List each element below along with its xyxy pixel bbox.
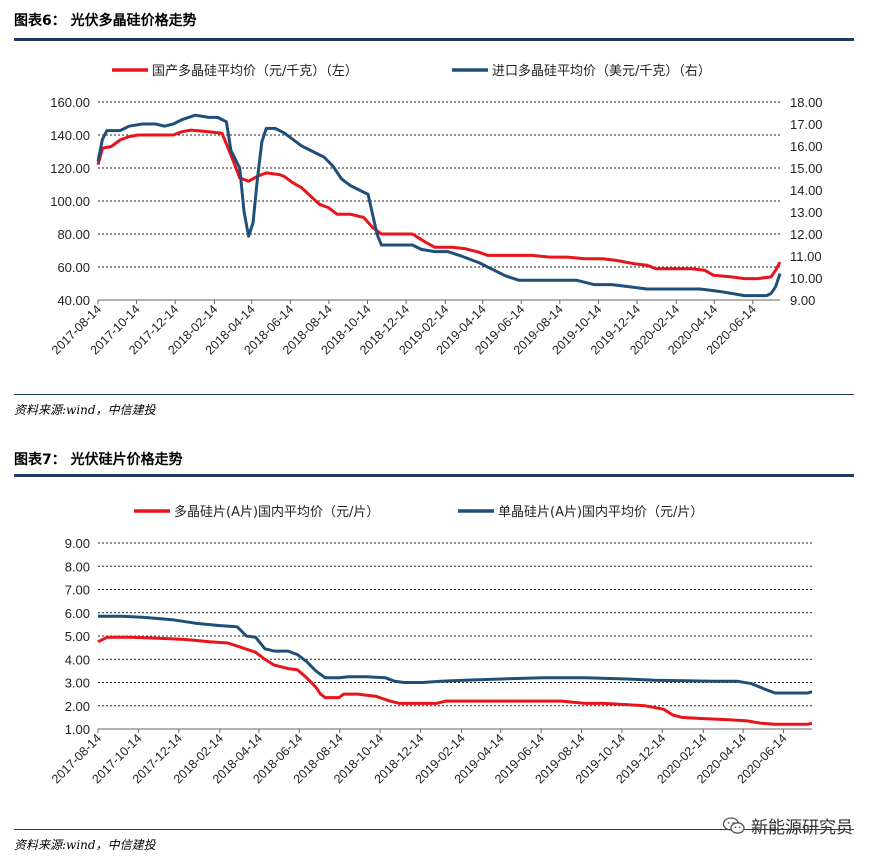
y-left-tick-label: 8.00 <box>65 559 90 574</box>
y-left-tick-label: 120.00 <box>50 161 90 176</box>
y-left-tick-label: 7.00 <box>65 583 90 598</box>
y-right-tick-label: 16.00 <box>790 139 823 154</box>
y-left-tick-label: 60.00 <box>57 260 90 275</box>
y-left-tick-label: 5.00 <box>65 629 90 644</box>
series-line-red <box>96 128 782 281</box>
legend-label: 多晶硅片(A片)国内平均价（元/片） <box>174 504 379 520</box>
y-left-tick-label: 3.00 <box>65 676 90 691</box>
y-left-tick-label: 40.00 <box>57 293 90 308</box>
figure-6-title: 图表6： 光伏多晶硅价格走势 <box>14 13 197 29</box>
figure-7-top-rule <box>14 474 854 477</box>
series-line-blue <box>98 614 813 695</box>
watermark: 新能源研究员 <box>722 813 853 838</box>
y-right-tick-label: 13.00 <box>790 205 823 220</box>
legend-label: 国产多晶硅平均价（元/千克）（左） <box>152 63 358 79</box>
y-left-tick-label: 9.00 <box>65 536 90 551</box>
figure-7-chart: 1.002.003.004.005.006.007.008.009.002017… <box>49 504 813 786</box>
figure-6-top-rule <box>14 38 854 41</box>
figure-7-title: 图表7： 光伏硅片价格走势 <box>14 452 183 468</box>
figure-6-chart: 40.00 60.00 80.00 100.00 120.00 140.00 160.00 9… <box>49 63 823 357</box>
watermark-text: 新能源研究员 <box>751 818 853 838</box>
y-left-tick-label: 6.00 <box>65 606 90 621</box>
y-right-tick-label: 11.00 <box>790 249 822 264</box>
y-right-tick-label: 9.00 <box>790 293 815 308</box>
figure-7-source: 资料来源:wind，中信建投 <box>14 838 156 852</box>
y-right-tick-label: 18.00 <box>790 95 823 110</box>
legend-label: 单晶硅片(A片)国内平均价（元/片） <box>498 504 703 520</box>
y-right-tick-label: 15.00 <box>790 161 823 176</box>
wechat-icon <box>722 816 745 834</box>
y-left-tick-label: 4.00 <box>65 652 90 667</box>
y-right-tick-label: 14.00 <box>790 183 823 198</box>
y-right-tick-label: 10.00 <box>790 271 823 286</box>
y-left-tick-label: 140.00 <box>50 128 90 143</box>
y-right-tick-label: 12.00 <box>790 227 823 242</box>
y-left-tick-label: 1.00 <box>65 722 90 737</box>
y-left-tick-label: 160.00 <box>50 95 90 110</box>
figure-6-bottom-rule <box>14 394 854 395</box>
figure-7-bottom-rule <box>14 829 854 830</box>
legend-label: 进口多晶硅平均价（美元/千克）（右） <box>492 63 711 79</box>
y-right-tick-label: 17.00 <box>790 117 823 132</box>
y-left-tick-label: 80.00 <box>57 227 90 242</box>
figure-6-source: 资料来源:wind，中信建投 <box>14 403 156 417</box>
y-left-tick-label: 100.00 <box>50 194 90 209</box>
series-line-blue <box>96 113 782 298</box>
series-line-red <box>97 635 813 726</box>
y-left-tick-label: 2.00 <box>65 699 90 714</box>
